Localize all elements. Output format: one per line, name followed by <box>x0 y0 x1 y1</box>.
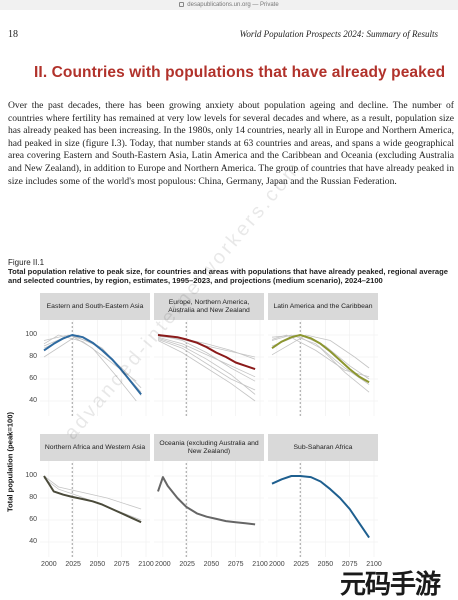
x-tick-label: 2050 <box>89 561 106 568</box>
chart-panel: Europe, Northern America, Australia and … <box>154 293 264 416</box>
panel-svg <box>268 320 378 416</box>
regional-average-line <box>157 476 256 526</box>
country-line <box>157 340 256 402</box>
panel-plot-area <box>40 461 150 557</box>
country-line <box>43 334 137 382</box>
y-tick-label: 80 <box>29 494 37 501</box>
panel-title: Europe, Northern America, Australia and … <box>154 293 264 320</box>
chart-panel: Eastern and South-Eastern Asia <box>40 293 150 416</box>
panel-plot-area <box>268 320 378 416</box>
panel-svg <box>154 320 264 416</box>
private-mode-label: Private <box>260 2 279 8</box>
panel-svg <box>40 320 150 416</box>
country-line <box>157 339 256 391</box>
x-tick-label: 2075 <box>341 561 358 568</box>
regional-average-line <box>271 475 370 539</box>
url-separator: — <box>250 2 261 8</box>
x-tick-label: 2050 <box>317 561 334 568</box>
x-tick-label: 2025 <box>65 561 81 568</box>
y-tick-label: 100 <box>25 472 37 479</box>
x-tick-label: 2025 <box>293 561 309 568</box>
y-axis-label-text: Total population (peak=100) <box>5 411 15 513</box>
y-tick-label: 40 <box>29 397 37 404</box>
y-tick-label: 80 <box>29 353 37 360</box>
panel-svg <box>268 461 378 557</box>
chart-panel: Oceania (excluding Australia and New Zea… <box>154 434 264 557</box>
x-tick-label: 2075 <box>227 561 244 568</box>
panel-plot-area <box>154 320 264 416</box>
y-tick-label: 60 <box>29 375 37 382</box>
country-line <box>271 334 370 380</box>
browser-address-bar[interactable]: desapublications.un.org — Private <box>0 0 458 10</box>
body-paragraph: Over the past decades, there has been gr… <box>8 100 454 187</box>
panel-svg <box>40 461 150 557</box>
regional-average-line <box>43 334 142 396</box>
country-line <box>271 334 370 378</box>
panel-plot-area <box>268 461 378 557</box>
x-tick-label: 2050 <box>203 561 220 568</box>
x-tick-label: 2075 <box>113 561 130 568</box>
x-tick-label: 2000 <box>269 561 285 568</box>
regional-average-line <box>271 334 370 384</box>
country-line <box>43 475 142 510</box>
panel-plot-area <box>154 461 264 557</box>
x-tick-label: 2000 <box>41 561 57 568</box>
x-tick-label: 2000 <box>155 561 171 568</box>
chart-panel: Northern Africa and Western Asia <box>40 434 150 557</box>
y-tick-label: 60 <box>29 516 37 523</box>
x-tick-label: 2025 <box>179 561 195 568</box>
panel-title: Eastern and South-Eastern Asia <box>40 293 150 320</box>
panel-plot-area <box>40 320 150 416</box>
country-line <box>43 334 137 402</box>
panel-title: Latin America and the Caribbean <box>268 293 378 320</box>
running-head: World Population Prospects 2024: Summary… <box>239 29 438 39</box>
country-line <box>43 477 142 521</box>
country-line <box>157 336 256 378</box>
panel-title: Sub-Saharan Africa <box>268 434 378 461</box>
country-line <box>271 334 370 369</box>
country-line <box>271 334 370 385</box>
page-number: 18 <box>8 29 18 40</box>
site-logo: 元码手游网 <box>340 570 441 600</box>
regional-average-line <box>43 475 142 524</box>
country-line <box>157 334 256 382</box>
y-tick-label: 40 <box>29 538 37 545</box>
section-title: II. Countries with populations that have… <box>34 64 446 81</box>
panel-title: Northern Africa and Western Asia <box>40 434 150 461</box>
panel-title: Oceania (excluding Australia and New Zea… <box>154 434 264 461</box>
figure-caption: Total population relative to peak size, … <box>8 267 448 286</box>
chart-y-axis-label: Total population (peak=100) <box>5 402 15 522</box>
lock-icon <box>179 2 185 7</box>
figure-label: Figure II.1 <box>8 258 45 267</box>
y-tick-label: 100 <box>25 331 37 338</box>
chart-panel: Latin America and the Caribbean <box>268 293 378 416</box>
country-line <box>157 337 256 395</box>
url-text: desapublications.un.org <box>187 2 251 8</box>
panel-svg <box>154 461 264 557</box>
x-tick-label: 2100 <box>366 561 382 568</box>
chart-panel: Sub-Saharan Africa <box>268 434 378 557</box>
regional-average-line <box>157 334 256 371</box>
x-tick-label: 2100 <box>252 561 268 568</box>
x-tick-label: 2100 <box>138 561 154 568</box>
